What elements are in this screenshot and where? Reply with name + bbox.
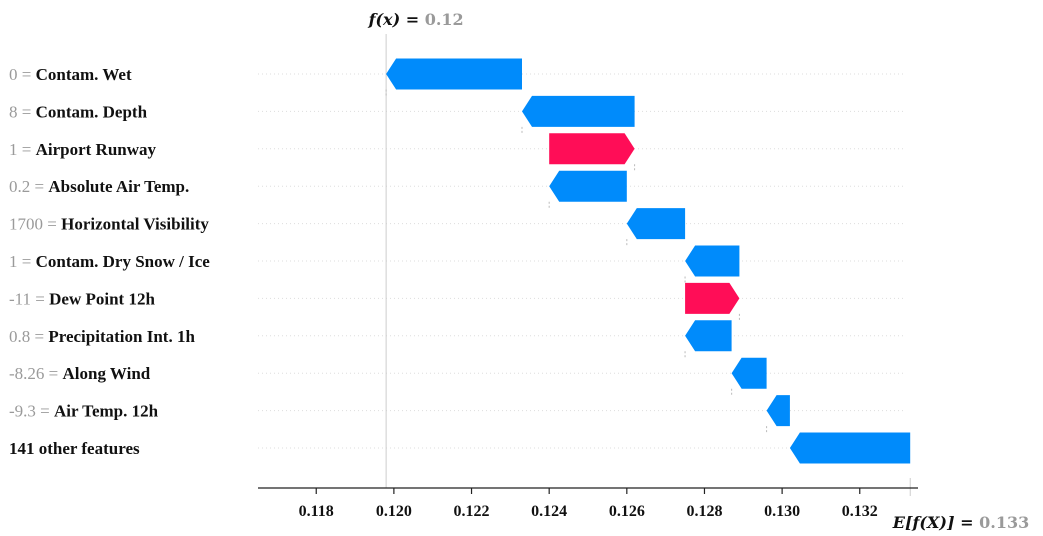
negative-contribution-bar	[549, 170, 627, 202]
x-tick-label: 0.130	[764, 503, 800, 520]
x-axis: 0.118 0.120 0.122 0.124 0.126 0.128 0.130 0.132	[258, 487, 918, 520]
feature-value: -9.3 =	[9, 402, 54, 421]
x-tick-label: 0.124	[531, 503, 567, 520]
positive-contribution-bar	[685, 282, 740, 314]
feature-label: -9.3 = Air Temp. 12h	[9, 402, 159, 421]
x-tick-label: 0.118	[299, 503, 334, 520]
feature-value: 0.2 =	[9, 177, 48, 196]
feature-value: 0 =	[9, 65, 36, 84]
bars	[385, 58, 911, 464]
negative-contribution-bar	[685, 320, 732, 352]
feature-label: 8 = Contam. Depth	[9, 102, 148, 121]
feature-value: 0.8 =	[9, 327, 48, 346]
feature-value: -11 =	[9, 289, 49, 308]
feature-name: Contam. Dry Snow / Ice	[36, 252, 211, 271]
feature-name: Along Wind	[63, 364, 151, 383]
feature-name: Airport Runway	[36, 140, 157, 159]
negative-contribution-bar	[386, 58, 522, 90]
x-tick-label: 0.128	[686, 503, 722, 520]
x-tick-label: 0.120	[376, 503, 412, 520]
feature-value: -8.26 =	[9, 364, 63, 383]
feature-label: 0.2 = Absolute Air Temp.	[9, 177, 189, 196]
positive-contribution-bar	[549, 133, 635, 165]
row-gridlines	[258, 73, 905, 449]
x-tick-label: 0.126	[609, 503, 645, 520]
negative-contribution-bar	[685, 245, 740, 277]
ex-label: E[f(X)] =	[892, 513, 979, 532]
x-tick-label: 0.132	[842, 503, 878, 520]
feature-name: Contam. Wet	[36, 65, 132, 84]
feature-name: Contam. Depth	[36, 102, 148, 121]
feature-value: 1700 =	[9, 215, 61, 234]
feature-label: 1700 = Horizontal Visibility	[9, 215, 209, 234]
feature-label: 0 = Contam. Wet	[9, 65, 132, 84]
ex-value: 0.133	[979, 513, 1029, 532]
feature-value: 1 =	[9, 252, 36, 271]
ex-annotation: E[f(X)] = 0.133	[892, 513, 1029, 532]
negative-contribution-bar	[766, 395, 790, 427]
x-tick-label: 0.122	[454, 503, 490, 520]
feature-name: Horizontal Visibility	[61, 215, 209, 234]
feature-name: Precipitation Int. 1h	[48, 327, 195, 346]
negative-contribution-bar	[626, 208, 686, 240]
feature-name: Absolute Air Temp.	[48, 177, 189, 196]
negative-contribution-bar	[731, 357, 767, 389]
feature-name: Air Temp. 12h	[54, 402, 159, 421]
fx-value: 0.12	[425, 10, 464, 29]
fx-annotation: f(x) = 0.12	[368, 10, 464, 29]
feature-value: 8 =	[9, 102, 36, 121]
fx-label: f(x) =	[368, 10, 425, 29]
feature-value: 1 =	[9, 140, 36, 159]
negative-contribution-bar	[522, 95, 635, 127]
feature-label: -11 = Dew Point 12h	[9, 289, 155, 308]
feature-label: 0.8 = Precipitation Int. 1h	[9, 327, 195, 346]
feature-label: 1 = Airport Runway	[9, 140, 157, 159]
feature-label: -8.26 = Along Wind	[9, 364, 151, 383]
feature-label: 1 = Contam. Dry Snow / Ice	[9, 252, 210, 271]
feature-label: 141 other features	[9, 439, 140, 458]
feature-name: Dew Point 12h	[49, 289, 155, 308]
negative-contribution-bar	[789, 432, 911, 464]
feature-name: 141 other features	[9, 439, 140, 458]
